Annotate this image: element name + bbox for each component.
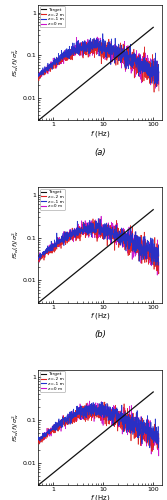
Legend: Target, z=-2 m, z=-1 m, z=0 m: Target, z=-2 m, z=-1 m, z=0 m <box>40 188 65 210</box>
Legend: Target, z=-2 m, z=-1 m, z=0 m: Target, z=-2 m, z=-1 m, z=0 m <box>40 371 65 392</box>
Text: (b): (b) <box>94 330 106 340</box>
Y-axis label: $fS_w(f)/\sigma_w^2$: $fS_w(f)/\sigma_w^2$ <box>11 230 21 260</box>
Legend: Target, z=-2 m, z=-1 m, z=0 m: Target, z=-2 m, z=-1 m, z=0 m <box>40 6 65 28</box>
Y-axis label: $fS_w(f)/\sigma_w^2$: $fS_w(f)/\sigma_w^2$ <box>11 413 21 442</box>
X-axis label: $f$ (Hz): $f$ (Hz) <box>90 494 110 500</box>
Y-axis label: $fS_w(f)/\sigma_w^2$: $fS_w(f)/\sigma_w^2$ <box>11 48 21 77</box>
Text: (a): (a) <box>94 148 106 157</box>
X-axis label: $f$ (Hz): $f$ (Hz) <box>90 311 110 321</box>
X-axis label: $f$ (Hz): $f$ (Hz) <box>90 129 110 139</box>
